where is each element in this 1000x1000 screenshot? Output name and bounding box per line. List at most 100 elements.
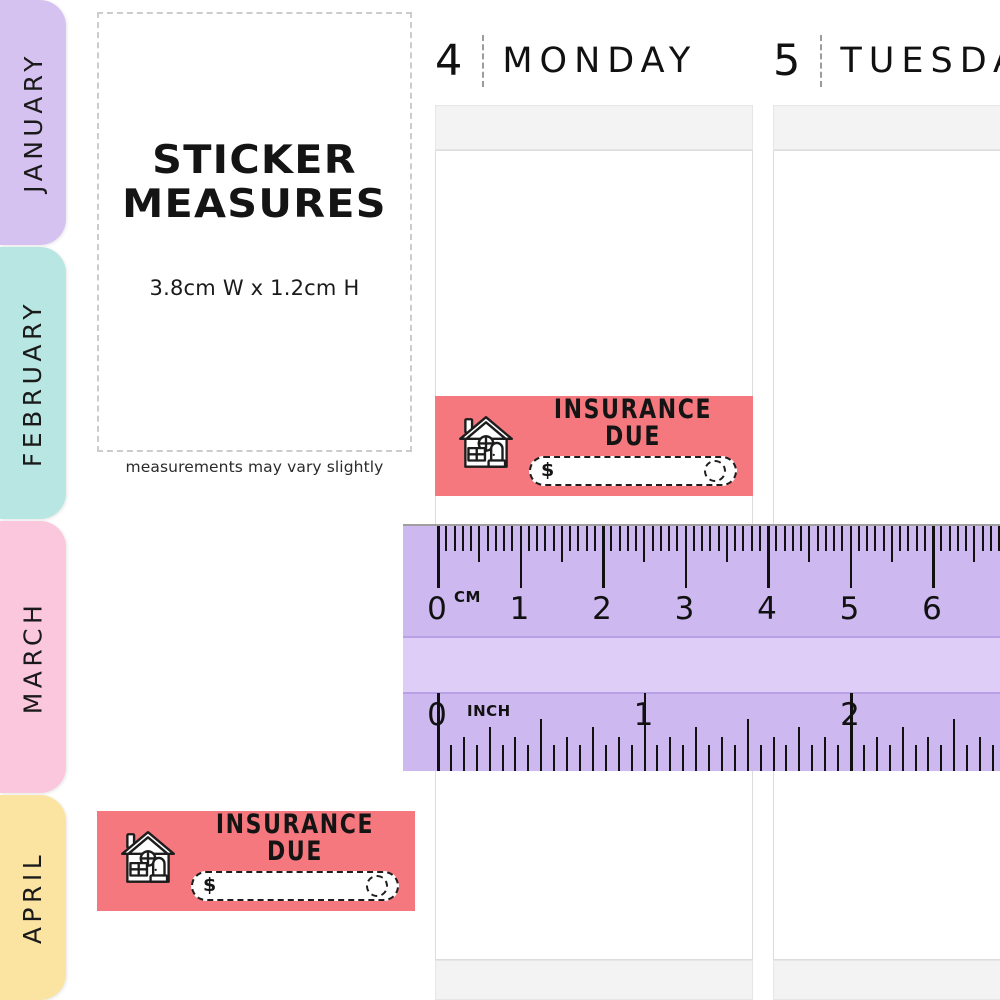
day-divider — [820, 35, 823, 87]
ruler-cm-minor-tick — [527, 526, 530, 551]
ruler-cm-minor-tick — [626, 526, 629, 551]
ruler-middle-band — [403, 636, 1000, 694]
day-top-band[interactable] — [773, 105, 1000, 150]
sticker-content: INSURANCE DUE $ — [191, 811, 399, 901]
ruler-inch-minor-tick — [811, 745, 814, 771]
ruler-cm-minor-tick — [651, 526, 654, 551]
measures-title-line2: MEASURES — [122, 181, 387, 227]
ruler-inch-minor-tick — [772, 737, 775, 771]
house-icon-svg — [121, 830, 175, 883]
ruler-inch-minor-tick — [553, 745, 556, 771]
ruler-cm-minor-tick — [585, 526, 588, 551]
ruler-inch-minor-tick — [449, 745, 452, 771]
measures-dimensions: 3.8cm W x 1.2cm H — [149, 275, 360, 300]
ruler-cm-minor-tick — [940, 526, 943, 551]
day-bottom-band[interactable] — [435, 960, 753, 1000]
ruler-inch-minor-tick — [604, 745, 607, 771]
ruler-inch-minor-tick — [991, 745, 994, 771]
ruler-cm-minor-tick — [470, 526, 472, 551]
ruler-cm-label: 6 — [922, 591, 942, 627]
house-icon — [453, 411, 519, 482]
ruler-cm-label: 4 — [757, 591, 777, 627]
ruler-cm-minor-tick — [486, 526, 489, 551]
house-icon-svg — [459, 415, 513, 468]
sticker-content: INSURANCE DUE $ — [529, 396, 737, 486]
ruler-inch-minor-tick — [901, 727, 904, 771]
sticker-label: INSURANCE DUE — [553, 394, 713, 452]
ruler-cm-minor-tick — [544, 526, 547, 551]
day-name: TUESDAY — [840, 41, 1000, 81]
ruler-cm-major-tick — [767, 526, 770, 588]
ruler-cm-minor-tick — [775, 526, 778, 551]
ruler-cm-minor-tick — [701, 526, 703, 551]
ruler-cm-minor-tick — [577, 526, 580, 551]
ruler-cm-label: 2 — [592, 591, 612, 627]
ruler-inch-minor-tick — [798, 727, 801, 771]
ruler-cm-major-tick — [849, 526, 852, 588]
ruler-cm-minor-tick — [915, 526, 918, 551]
month-tab-rail: JANUARY FEBRUARY MARCH APRIL — [0, 0, 70, 1000]
ruler-cm-minor-tick — [503, 526, 505, 551]
ruler-inch-minor-tick — [759, 745, 762, 771]
ruler-inch-minor-tick — [617, 737, 620, 771]
ruler-cm-minor-tick — [734, 526, 736, 551]
ruler-cm-minor-tick — [569, 526, 571, 551]
ruler-inch-minor-tick — [966, 745, 969, 771]
ruler-cm-minor-tick — [536, 526, 538, 551]
ruler-cm-minor-tick — [816, 526, 819, 551]
ruler-cm-minor-tick — [923, 526, 926, 551]
sticker-sample[interactable]: INSURANCE DUE $ — [97, 811, 415, 911]
ruler-cm-minor-tick — [618, 526, 621, 551]
ruler-cm-label: 3 — [674, 591, 695, 627]
ruler-cm-minor-tick — [965, 526, 967, 551]
ruler-cm-minor-tick — [899, 526, 901, 551]
ruler-cm-minor-tick — [560, 526, 563, 562]
ruler-inch-label: 0 — [427, 697, 447, 733]
ruler-cm-minor-tick — [973, 526, 976, 562]
ruler-inch-minor-tick — [656, 745, 659, 771]
paid-checkbox-icon[interactable] — [704, 459, 726, 482]
ruler-inch-minor-tick — [591, 727, 594, 771]
ruler-inch-minor-tick — [862, 745, 865, 771]
sticker-amount-field[interactable]: $ — [529, 455, 737, 486]
day-bottom-band[interactable] — [773, 960, 1000, 1000]
sticker-on-planner[interactable]: INSURANCE DUE $ — [435, 396, 753, 496]
ruler-inch-label: 1 — [633, 697, 654, 733]
ruler-cm-major-tick — [684, 526, 687, 588]
ruler-cm-minor-tick — [668, 526, 670, 551]
ruler-inch-minor-tick — [875, 737, 878, 771]
measures-title-line1: STICKER — [152, 138, 357, 183]
month-tab-march[interactable]: MARCH — [0, 521, 66, 793]
ruler-cm-minor-tick — [808, 526, 811, 562]
month-tab-label: APRIL — [18, 850, 48, 945]
ruler-cm-minor-tick — [783, 526, 786, 551]
ruler-inch-minor-tick — [888, 745, 891, 771]
ruler-inch-minor-tick — [695, 727, 698, 771]
ruler-inch-minor-tick — [837, 745, 840, 771]
ruler-cm-minor-tick — [610, 526, 613, 551]
month-tab-april[interactable]: APRIL — [0, 795, 66, 1000]
ruler-cm-minor-tick — [478, 526, 481, 562]
ruler-inch-minor-tick — [940, 745, 943, 771]
ruler-inch-major-tick — [437, 693, 440, 771]
month-tab-february[interactable]: FEBRUARY — [0, 247, 66, 519]
ruler-cm-minor-tick — [643, 526, 646, 562]
currency-symbol: $ — [541, 459, 555, 481]
month-tab-january[interactable]: JANUARY — [0, 0, 66, 245]
ruler-cm-minor-tick — [841, 526, 844, 551]
ruler-inch-minor-tick — [733, 745, 736, 771]
ruler-cm-minor-tick — [857, 526, 860, 551]
ruler-inch-minor-tick — [682, 745, 685, 771]
ruler-top-edge — [403, 524, 1000, 526]
day-top-band[interactable] — [435, 105, 753, 150]
sticker-amount-field[interactable]: $ — [191, 870, 399, 901]
ruler-overlay: 0 1 2 3 4 5 6 CM 0 1 2 INCH — [403, 524, 1000, 771]
ruler-cm-minor-tick — [494, 526, 497, 551]
paid-checkbox-icon[interactable] — [366, 874, 388, 897]
ruler-inch-unit-label: INCH — [467, 702, 511, 720]
house-icon — [115, 826, 181, 897]
ruler-cm-minor-tick — [824, 526, 827, 551]
ruler-cm-minor-tick — [882, 526, 885, 551]
ruler-inch-minor-tick — [914, 745, 917, 771]
